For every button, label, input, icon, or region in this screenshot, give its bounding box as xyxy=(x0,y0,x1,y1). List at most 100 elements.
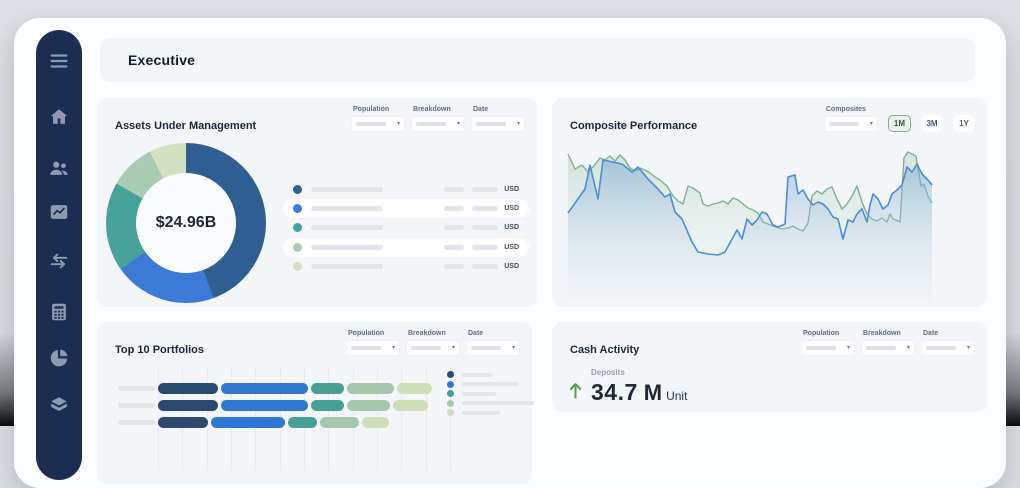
bar-segment xyxy=(158,400,218,411)
masked-portfolio-name xyxy=(118,386,155,391)
card-head: Cash Activity Population ▾ Breakdown ▾ Date ▾ xyxy=(570,330,975,356)
masked-holding-name xyxy=(311,244,383,250)
sidebar xyxy=(36,30,82,480)
bar-segment xyxy=(288,417,317,428)
sidebar-item-holdings-stack[interactable] xyxy=(48,394,70,416)
select-placeholder xyxy=(416,122,446,126)
filter-population: Population ▾ xyxy=(801,330,855,356)
chevron-down-icon: ▾ xyxy=(966,345,970,351)
chevron-down-icon: ▾ xyxy=(869,121,873,127)
app-window: Executive Assets Under Management Popula… xyxy=(14,18,1006,488)
masked-portfolio-name xyxy=(118,403,155,408)
select-placeholder xyxy=(476,122,506,126)
sidebar-item-calculator[interactable] xyxy=(48,301,70,323)
population-select[interactable]: ▾ xyxy=(801,340,855,356)
masked-portfolio-name xyxy=(118,420,155,425)
masked-legend-label xyxy=(462,382,518,387)
range-3m-button[interactable]: 3M xyxy=(921,115,943,132)
select-placeholder xyxy=(471,346,501,350)
sidebar-item-performance-chart[interactable] xyxy=(48,201,70,223)
aum-legend-row[interactable]: USD xyxy=(283,218,529,237)
top10-bar-chart[interactable] xyxy=(118,383,442,434)
date-select[interactable]: ▾ xyxy=(471,116,525,132)
range-1m-button[interactable]: 1M xyxy=(887,115,911,132)
aum-filter-row: Population ▾ Breakdown ▾ Date ▾ xyxy=(351,106,525,132)
masked-value xyxy=(444,263,465,269)
legend-dot xyxy=(293,204,302,214)
composite-card-title: Composite Performance xyxy=(570,120,698,132)
population-filter-label: Population xyxy=(353,106,390,113)
allocation-pie-icon xyxy=(50,349,68,367)
population-select[interactable]: ▾ xyxy=(346,340,400,356)
breakdown-select[interactable]: ▾ xyxy=(861,340,915,356)
deposits-value: 34.7 xyxy=(591,379,638,405)
holdings-stack-icon xyxy=(51,397,67,411)
date-select[interactable]: ▾ xyxy=(921,340,975,356)
select-placeholder xyxy=(926,346,956,350)
cash-card-title: Cash Activity xyxy=(570,344,640,356)
aum-donut-chart[interactable]: $24.96B xyxy=(106,143,266,303)
filter-breakdown: Breakdown ▾ xyxy=(406,330,460,356)
sidebar-item-menu[interactable] xyxy=(48,50,70,72)
breakdown-select[interactable]: ▾ xyxy=(406,340,460,356)
masked-holding-name xyxy=(311,225,383,231)
gridline xyxy=(206,366,208,470)
card-composite-performance: Composite Performance Composites ▾ 1M 3M 1Y xyxy=(552,98,987,307)
currency-label: USD xyxy=(504,243,519,251)
population-select[interactable]: ▾ xyxy=(351,116,405,132)
composites-select[interactable]: ▾ xyxy=(823,116,878,132)
top10-legend-row xyxy=(447,399,534,407)
aum-legend-row[interactable]: USD xyxy=(283,237,529,257)
chevron-down-icon: ▾ xyxy=(511,345,515,351)
gridline xyxy=(425,366,427,470)
calculator-icon xyxy=(52,303,66,321)
breakdown-filter-label: Breakdown xyxy=(408,330,446,337)
chevron-down-icon: ▾ xyxy=(456,121,460,127)
breakdown-filter-label: Breakdown xyxy=(863,330,901,337)
bar-segment xyxy=(347,400,390,411)
aum-legend-row[interactable]: USD xyxy=(283,199,529,219)
masked-legend-label xyxy=(462,410,500,415)
aum-legend-row[interactable]: USD xyxy=(283,180,529,199)
portfolio-bar-row[interactable] xyxy=(118,383,442,394)
currency-label: USD xyxy=(504,186,519,194)
bar-segment xyxy=(221,400,308,411)
deposits-magnitude: M xyxy=(643,380,663,405)
date-filter-label: Date xyxy=(468,330,484,337)
transfers-icon xyxy=(50,253,68,269)
portfolio-bar-row[interactable] xyxy=(118,417,442,428)
masked-value xyxy=(444,206,465,212)
deposits-unit: Unit xyxy=(666,389,688,403)
currency-label: USD xyxy=(504,262,519,270)
breakdown-select[interactable]: ▾ xyxy=(411,116,465,132)
bar-segment xyxy=(158,383,218,394)
up-arrow-icon xyxy=(569,383,582,399)
sidebar-item-users[interactable] xyxy=(48,157,70,179)
composite-performance-chart[interactable] xyxy=(560,142,980,307)
masked-legend-label xyxy=(462,401,534,406)
masked-value xyxy=(472,206,499,212)
sidebar-item-allocation-pie[interactable] xyxy=(48,347,70,369)
filter-date: Date ▾ xyxy=(921,330,975,356)
aum-card-title: Assets Under Management xyxy=(115,120,257,132)
masked-value xyxy=(444,225,465,231)
sidebar-item-transfers[interactable] xyxy=(48,250,70,272)
range-1y-button[interactable]: 1Y xyxy=(953,115,975,132)
masked-holding-name xyxy=(311,187,383,193)
portfolio-bar-row[interactable] xyxy=(118,400,442,411)
top10-legend-row xyxy=(447,380,534,388)
masked-value xyxy=(444,244,465,250)
card-assets-under-management: Assets Under Management Population ▾ Break… xyxy=(97,98,537,307)
users-icon xyxy=(50,161,68,175)
header-bar: Executive xyxy=(100,38,975,82)
top10-legend-row xyxy=(447,371,534,378)
aum-legend-row[interactable]: USD xyxy=(283,257,529,276)
chevron-down-icon: ▾ xyxy=(846,345,850,351)
card-cash-activity: Cash Activity Population ▾ Breakdown ▾ Date ▾… xyxy=(552,322,987,412)
menu-icon xyxy=(50,54,68,68)
legend-dot xyxy=(293,223,302,233)
sidebar-item-home[interactable] xyxy=(48,106,70,128)
date-select[interactable]: ▾ xyxy=(466,340,520,356)
gridline xyxy=(450,366,451,470)
masked-legend-label xyxy=(462,372,492,377)
